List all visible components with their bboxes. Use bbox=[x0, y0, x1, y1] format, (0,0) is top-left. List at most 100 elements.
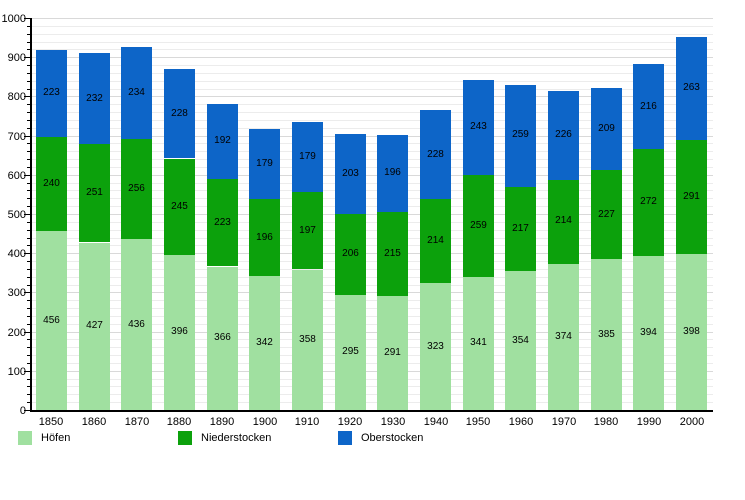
bar-value-label: 215 bbox=[384, 248, 401, 259]
bar-segment-oberstocken bbox=[207, 104, 238, 179]
bar-value-label: 223 bbox=[214, 217, 231, 228]
bar-value-label: 427 bbox=[86, 320, 103, 331]
gridline-minor bbox=[30, 245, 713, 246]
bar-value-label: 259 bbox=[512, 129, 529, 140]
y-tick-minor bbox=[27, 104, 30, 105]
bar-value-label: 396 bbox=[171, 326, 188, 337]
bar-value-label: 394 bbox=[640, 327, 657, 338]
bar-segment-oberstocken bbox=[505, 85, 536, 187]
bar-value-label: 228 bbox=[171, 108, 188, 119]
bar-value-label: 374 bbox=[555, 331, 572, 342]
y-axis-tick-label: 600 bbox=[7, 170, 26, 182]
x-axis-tick-label: 1890 bbox=[209, 416, 235, 428]
legend-swatch-niederstocken bbox=[178, 431, 192, 445]
x-axis-line bbox=[30, 410, 713, 412]
bar-segment-höfen bbox=[633, 256, 664, 410]
gridline-minor bbox=[30, 206, 713, 207]
gridline-minor bbox=[30, 42, 713, 43]
gridline-major bbox=[30, 253, 713, 254]
y-tick-minor bbox=[27, 42, 30, 43]
bar-segment-höfen bbox=[207, 267, 238, 410]
y-tick-minor bbox=[27, 339, 30, 340]
y-tick-major bbox=[24, 96, 30, 97]
bar-segment-höfen bbox=[420, 283, 451, 410]
y-tick-major bbox=[24, 214, 30, 215]
x-axis-tick-label: 1980 bbox=[593, 416, 619, 428]
gridline-minor bbox=[30, 269, 713, 270]
bar-segment-oberstocken bbox=[591, 88, 622, 170]
x-axis-tick-label: 1970 bbox=[551, 416, 577, 428]
bar-value-label: 214 bbox=[555, 215, 572, 226]
bar-segment-höfen bbox=[164, 255, 195, 410]
y-tick-minor bbox=[27, 26, 30, 27]
y-tick-minor bbox=[27, 379, 30, 380]
x-axis-tick-label: 1960 bbox=[508, 416, 534, 428]
bar-segment-höfen bbox=[79, 243, 110, 410]
bar-value-label: 323 bbox=[427, 341, 444, 352]
y-tick-minor bbox=[27, 300, 30, 301]
bar-segment-höfen bbox=[377, 296, 408, 410]
legend-label-niederstocken: Niederstocken bbox=[201, 432, 272, 444]
y-tick-minor bbox=[27, 308, 30, 309]
bar-segment-höfen bbox=[505, 271, 536, 410]
gridline-minor bbox=[30, 143, 713, 144]
y-tick-minor bbox=[27, 245, 30, 246]
bar-segment-niederstocken bbox=[79, 144, 110, 242]
gridline-major bbox=[30, 96, 713, 97]
bar-value-label: 214 bbox=[427, 235, 444, 246]
gridline-minor bbox=[30, 379, 713, 380]
x-axis-tick-label: 1850 bbox=[38, 416, 64, 428]
bar-value-label: 436 bbox=[128, 319, 145, 330]
y-tick-minor bbox=[27, 261, 30, 262]
bar-segment-höfen bbox=[335, 294, 366, 410]
gridline-minor bbox=[30, 324, 713, 325]
bar-value-label: 228 bbox=[427, 149, 444, 160]
gridline-minor bbox=[30, 300, 713, 301]
bar-segment-niederstocken bbox=[591, 170, 622, 259]
x-axis-tick-label: 1940 bbox=[423, 416, 449, 428]
x-axis-tick-label: 1870 bbox=[124, 416, 150, 428]
bar-segment-niederstocken bbox=[207, 179, 238, 266]
bar-value-label: 197 bbox=[299, 225, 316, 236]
bar-value-label: 291 bbox=[683, 191, 700, 202]
x-axis-tick-label: 1990 bbox=[636, 416, 662, 428]
gridline-major bbox=[30, 57, 713, 58]
gridline-major bbox=[30, 292, 713, 293]
x-axis-tick-label: 1930 bbox=[380, 416, 406, 428]
gridline-minor bbox=[30, 151, 713, 152]
bar-segment-höfen bbox=[36, 231, 67, 410]
bar-value-label: 366 bbox=[214, 332, 231, 343]
y-tick-minor bbox=[27, 34, 30, 35]
y-axis-line bbox=[30, 18, 32, 412]
bar-segment-niederstocken bbox=[121, 139, 152, 239]
y-tick-minor bbox=[27, 238, 30, 239]
gridline-minor bbox=[30, 167, 713, 168]
y-tick-minor bbox=[27, 316, 30, 317]
bar-segment-niederstocken bbox=[249, 199, 280, 276]
y-axis-tick-label: 700 bbox=[7, 131, 26, 143]
bar-segment-niederstocken bbox=[676, 140, 707, 254]
bar-value-label: 196 bbox=[384, 167, 401, 178]
y-tick-minor bbox=[27, 206, 30, 207]
gridline-minor bbox=[30, 277, 713, 278]
gridline-minor bbox=[30, 347, 713, 348]
bar-segment-oberstocken bbox=[548, 91, 579, 180]
x-axis-tick-label: 2000 bbox=[679, 416, 705, 428]
bar-segment-niederstocken bbox=[164, 159, 195, 255]
bar-segment-niederstocken bbox=[335, 214, 366, 295]
bar-segment-oberstocken bbox=[292, 122, 323, 192]
y-tick-minor bbox=[27, 324, 30, 325]
y-tick-minor bbox=[27, 277, 30, 278]
gridline-major bbox=[30, 332, 713, 333]
legend-label-hoefen: Höfen bbox=[41, 432, 71, 444]
y-tick-minor bbox=[27, 81, 30, 82]
gridline-minor bbox=[30, 112, 713, 113]
bar-segment-oberstocken bbox=[420, 110, 451, 199]
gridline-minor bbox=[30, 238, 713, 239]
gridline-minor bbox=[30, 285, 713, 286]
y-axis-tick-label: 900 bbox=[7, 52, 26, 64]
y-tick-major bbox=[24, 57, 30, 58]
y-axis-tick-label: 500 bbox=[7, 209, 26, 221]
gridline-minor bbox=[30, 81, 713, 82]
